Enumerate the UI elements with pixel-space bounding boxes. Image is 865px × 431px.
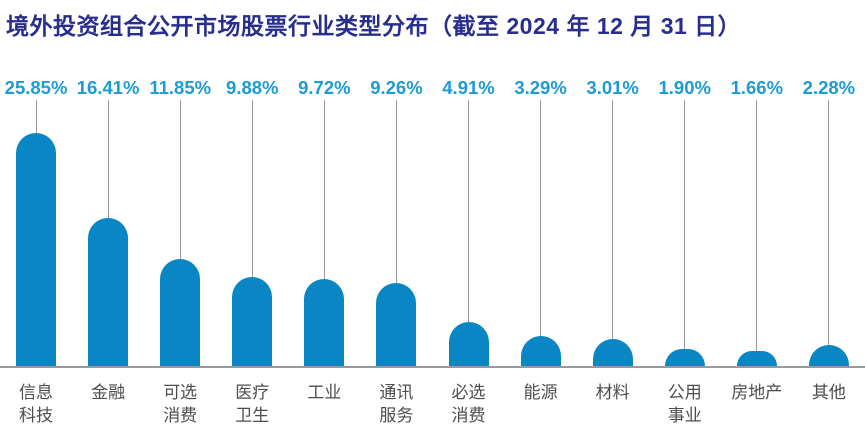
category-label: 工业 [307,383,342,402]
category-label: 能源 [523,383,558,402]
bar [88,218,129,366]
bar-column [721,100,793,366]
bar [736,351,777,366]
value-label-row: 25.85% 16.41% 11.85% 9.88% 9.72% 9.26% 4.91% 3.… [0,77,865,99]
bar-value-label: 3.01% [586,77,639,98]
bar-value-label: 16.41% [76,77,140,98]
plot-area [0,100,865,366]
bar-value-label: 1.66% [730,77,784,98]
category-label: 房地产 [731,383,783,402]
category-label: 材料 [595,383,630,402]
bar [16,133,57,366]
bar-stem [468,100,469,322]
bar-stem [612,100,614,339]
bar-value-label: 1.90% [658,77,711,98]
bar-stem [107,100,109,218]
bar-column [793,100,865,366]
category-label: 信息 科技 [19,383,54,425]
bar-value-label: 2.28% [802,77,856,98]
bar [664,349,705,366]
bar [160,259,201,366]
bar [520,336,561,366]
bar-stem [35,100,37,133]
bar-column [0,100,72,366]
category-label-row: 信息 科技 金融 可选 消费 医疗 卫生 工业 通讯 服务 必选 消费 能源 材料 公用 事业 房地… [0,381,865,427]
bar-stem [684,100,686,349]
category-label: 必选 消费 [451,383,486,425]
chart-title: 境外投资组合公开市场股票行业类型分布（截至 2024 年 12 月 31 日） [6,13,742,39]
bar-stem [828,100,830,345]
bar-stem [179,100,181,259]
bar-column [649,100,721,366]
bar-column [432,100,504,366]
bar-value-label: 11.85% [149,77,212,98]
bar-column [72,100,144,366]
bar [808,345,849,366]
bar-column [144,100,216,366]
category-label: 金融 [91,383,126,402]
bar-value-label: 3.29% [514,77,567,98]
bar-stem [323,100,325,279]
bar-column [360,100,432,366]
bar-column [577,100,649,366]
bar-stem [756,100,758,351]
bar-column [288,100,360,366]
bar-value-label: 9.88% [226,77,279,98]
category-label: 可选 消费 [163,383,198,425]
bar-value-label: 25.85% [4,77,68,98]
bar-stem [251,100,253,277]
category-label: 医疗 卫生 [235,383,270,425]
category-label: 通讯 服务 [379,383,414,425]
bar [232,277,273,366]
bar [304,279,345,366]
bar-value-label: 9.72% [298,77,351,98]
bar [376,283,417,366]
bar-stem [540,100,542,336]
bar-column [505,100,577,366]
bar-column [216,100,288,366]
bar [448,322,489,366]
bar-value-label: 9.26% [370,77,423,98]
category-label: 公用 事业 [667,383,702,425]
category-label: 其他 [811,383,846,402]
bar-value-label: 4.91% [442,77,495,98]
x-axis-line [0,366,865,368]
bar [592,339,633,366]
bar-stem [395,100,397,283]
